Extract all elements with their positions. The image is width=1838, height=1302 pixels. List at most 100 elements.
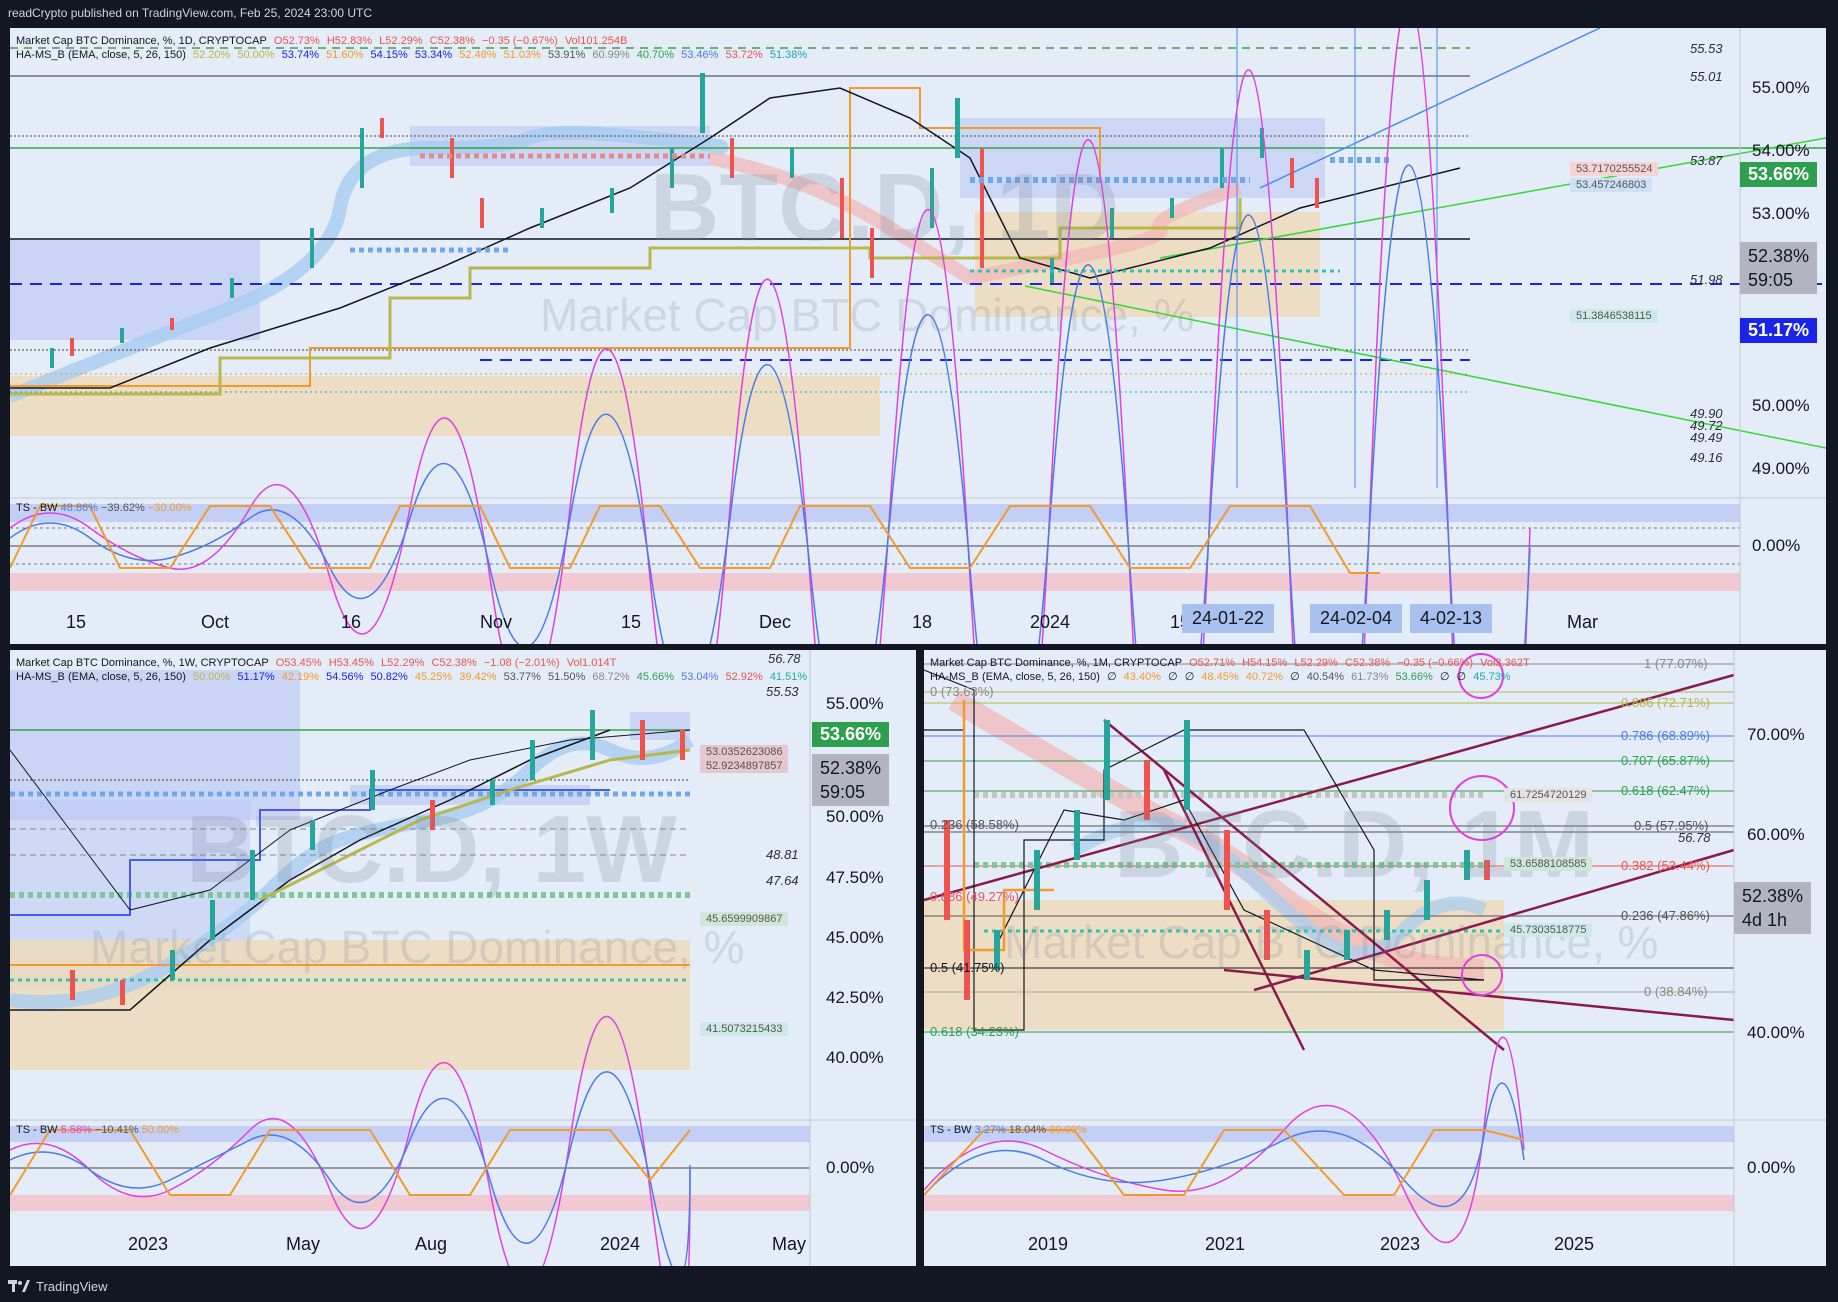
footer: TradingView <box>8 1276 108 1296</box>
legend-indicator: HA-MS_B (EMA, close, 5, 26, 150) ∅ 43.40… <box>930 670 1515 684</box>
osc-val: 48.86% <box>60 502 98 514</box>
osc-zero-label: 0.00% <box>1752 536 1801 555</box>
fib-label: 0.707 (65.87%) <box>1621 753 1710 768</box>
price-tag-gray: 61.7254720129 <box>1504 788 1593 802</box>
osc-val: 50.00% <box>141 1124 179 1136</box>
oscillator-legend: TS - BW 5.58% −10.41% 50.00% <box>16 1124 179 1136</box>
time-label: Dec <box>759 612 792 632</box>
tradingview-logo-icon <box>8 1280 30 1292</box>
ind-val: 68.72% <box>592 671 630 683</box>
legend-open: O53.45% <box>275 657 322 669</box>
legend-symbol: Market Cap BTC Dominance, %, 1D, CRYPTOC… <box>16 34 631 48</box>
date-marker: 4-02-13 <box>1410 604 1493 633</box>
ind-val: 50.00% <box>193 671 231 683</box>
oscillator-legend: TS - BW 48.86% −39.62% −30.00% <box>16 502 192 514</box>
ind-val: 52.20% <box>193 49 231 61</box>
ind-val: 51.17% <box>237 671 275 683</box>
date-marker: 24-02-04 <box>1310 604 1403 633</box>
legend-close: C52.38% <box>431 657 477 669</box>
ind-val: 53.34% <box>414 49 453 61</box>
chart-panel-1d[interactable]: Market Cap BTC Dominance, %, 1D, CRYPTOC… <box>10 28 1826 644</box>
trendline-green-upper <box>1159 137 1826 259</box>
osc-val: 5.58% <box>60 1124 92 1136</box>
time-label: 15 <box>66 612 87 632</box>
indicator-name: HA-MS_B (EMA, close, 5, 26, 150) <box>930 671 1100 683</box>
osc-val: 30.00% <box>1049 1124 1087 1136</box>
ind-val: 51.03% <box>503 49 541 61</box>
time-label: Aug <box>415 1234 448 1254</box>
ind-val: ∅ <box>1439 671 1450 683</box>
chart-panel-1m[interactable]: Market Cap BTC Dominance, %, 1M, CRYPTOC… <box>924 650 1826 1266</box>
legend-high: H54.15% <box>1242 657 1288 669</box>
ind-val: 45.66% <box>636 671 675 683</box>
ind-val: 53.66% <box>1395 671 1433 683</box>
chart-1w-svg[interactable] <box>10 650 916 1266</box>
ind-val: 50.82% <box>370 671 408 683</box>
last-price-tag: 52.38% 59:05 <box>1740 242 1818 294</box>
ind-val: 43.40% <box>1123 671 1161 683</box>
legend-indicator: HA-MS_B (EMA, close, 5, 26, 150) 52.20% … <box>16 48 811 62</box>
price-tag-red: 53.7170255524 <box>1570 162 1659 176</box>
price-tag-green-big: 53.66% <box>812 722 890 747</box>
osc-zero-label: 0.00% <box>826 1158 875 1177</box>
level-label: 49.16 <box>1690 450 1723 465</box>
ind-val: ∅ <box>1168 671 1178 683</box>
ind-val: 53.04% <box>681 671 719 683</box>
ind-val: 48.45% <box>1201 671 1239 683</box>
ind-val: 54.15% <box>370 49 408 61</box>
level-label: 48.81 <box>766 847 799 862</box>
chart-panel-1w[interactable]: Market Cap BTC Dominance, %, 1W, CRYPTOC… <box>10 650 916 1266</box>
step-line-olive <box>10 198 1242 396</box>
osc-val: −30.00% <box>147 502 192 514</box>
legend-symbol-name: Market Cap BTC Dominance, %, 1W, CRYPTOC… <box>16 657 269 669</box>
level-label: 56.78 <box>1678 830 1711 845</box>
fib-label: 0 (38.84%) <box>1644 984 1708 999</box>
osc-val: −10.41% <box>94 1124 139 1136</box>
ind-val: 51.50% <box>548 671 586 683</box>
price-scale-label: 54.00% <box>1752 141 1810 160</box>
ind-val: 40.54% <box>1306 671 1345 683</box>
legend-volume: Vol1.014T <box>566 657 617 669</box>
legend-high: H52.83% <box>326 35 373 47</box>
time-label: 2024 <box>600 1234 641 1254</box>
footer-brand[interactable]: TradingView <box>36 1278 108 1294</box>
legend-open: O52.71% <box>1189 657 1235 669</box>
legend-close: C52.38% <box>429 35 475 47</box>
fib-label: 0.786 (68.89%) <box>1621 728 1710 743</box>
time-label: 2024 <box>1030 612 1071 632</box>
ind-val: 60.99% <box>592 49 630 61</box>
price-tag-green: 45.6599909867 <box>700 912 789 926</box>
chart-1m-svg[interactable] <box>924 650 1826 1266</box>
fib-label: 0.886 (49.27%) <box>930 889 1019 904</box>
publish-header: readCrypto published on TradingView.com,… <box>8 6 372 24</box>
chart-1d-svg[interactable] <box>10 28 1826 644</box>
ind-val: 41.51% <box>769 671 808 683</box>
candles-1w <box>70 710 685 1005</box>
level-label: 49.90 <box>1690 406 1723 421</box>
level-label: 53.87 <box>1690 153 1723 168</box>
price-scale-label: 50.00% <box>1752 396 1810 415</box>
legend-volume: Vol101.254B <box>564 35 628 47</box>
ind-val: 39.42% <box>459 671 497 683</box>
time-label: 2023 <box>1380 1234 1421 1254</box>
fib-label: 0.5 (41.75%) <box>930 960 1005 975</box>
osc-orange <box>10 505 1380 574</box>
price-scale-label: 50.00% <box>826 807 884 826</box>
last-price: 52.38% <box>1748 246 1810 266</box>
legend-low: L52.29% <box>379 35 423 47</box>
fib-label: 0.236 (58.58%) <box>930 817 1019 832</box>
ind-val: ∅ <box>1107 671 1117 683</box>
circle-marker-top <box>1458 653 1504 699</box>
legend-low: L52.29% <box>381 657 425 669</box>
ind-val: 54.56% <box>326 671 364 683</box>
time-label: Mar <box>1567 612 1598 632</box>
price-scale-label: 45.00% <box>826 928 884 947</box>
osc-val: 3.27% <box>974 1124 1006 1136</box>
price-tag-blue-line: 51.17% <box>1740 318 1818 343</box>
level-label: 55.53 <box>1690 41 1723 56</box>
ind-val: 53.72% <box>725 49 763 61</box>
price-scale-label: 49.00% <box>1752 459 1810 478</box>
ind-val: 51.60% <box>326 49 364 61</box>
bar-countdown: 59:05 <box>1748 270 1794 290</box>
circle-marker-mid <box>1449 775 1515 841</box>
